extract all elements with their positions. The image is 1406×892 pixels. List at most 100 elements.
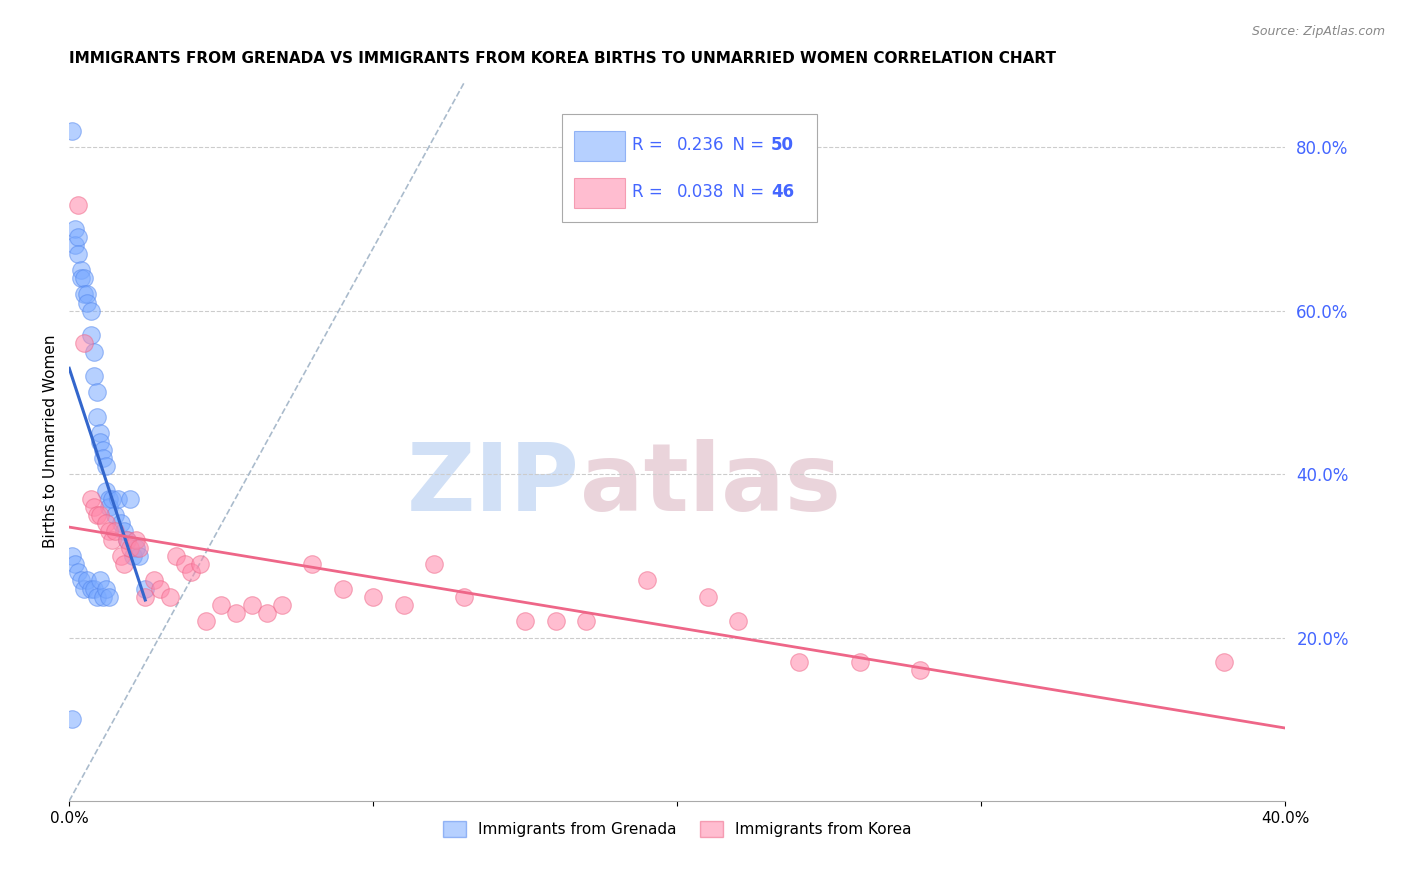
- Point: [256, 606, 278, 620]
- Point: [65, 557, 87, 571]
- Point: [94, 458, 117, 473]
- Point: [575, 614, 598, 628]
- Point: [240, 598, 263, 612]
- Point: [83, 582, 105, 596]
- Point: [101, 533, 124, 547]
- FancyBboxPatch shape: [574, 178, 624, 208]
- Point: [453, 590, 475, 604]
- Text: atlas: atlas: [579, 439, 841, 531]
- Point: [636, 574, 658, 588]
- Point: [91, 590, 114, 604]
- Point: [76, 295, 98, 310]
- Point: [515, 614, 537, 628]
- Point: [143, 574, 166, 588]
- Point: [134, 590, 156, 604]
- Point: [173, 557, 195, 571]
- Point: [544, 614, 567, 628]
- Point: [301, 557, 323, 571]
- Text: 50: 50: [770, 136, 794, 154]
- Point: [696, 590, 718, 604]
- Point: [332, 582, 354, 596]
- Point: [159, 590, 181, 604]
- Point: [180, 565, 202, 579]
- Point: [79, 582, 101, 596]
- Y-axis label: Births to Unmarried Women: Births to Unmarried Women: [44, 334, 58, 549]
- Point: [787, 655, 810, 669]
- Text: 46: 46: [770, 183, 794, 201]
- Point: [115, 533, 138, 547]
- Point: [86, 508, 108, 522]
- FancyBboxPatch shape: [574, 131, 624, 161]
- Point: [73, 287, 96, 301]
- Point: [67, 565, 90, 579]
- Text: IMMIGRANTS FROM GRENADA VS IMMIGRANTS FROM KOREA BIRTHS TO UNMARRIED WOMEN CORRE: IMMIGRANTS FROM GRENADA VS IMMIGRANTS FR…: [69, 51, 1056, 66]
- Point: [848, 655, 870, 669]
- Text: R =: R =: [633, 136, 668, 154]
- Text: 0.236: 0.236: [678, 136, 724, 154]
- Point: [125, 541, 148, 555]
- Point: [165, 549, 187, 563]
- Point: [118, 491, 141, 506]
- Point: [73, 336, 96, 351]
- Point: [128, 549, 150, 563]
- Point: [115, 533, 138, 547]
- Point: [128, 541, 150, 555]
- Point: [271, 598, 294, 612]
- Point: [727, 614, 749, 628]
- Point: [209, 598, 232, 612]
- Point: [67, 246, 90, 260]
- Point: [86, 409, 108, 424]
- Point: [225, 606, 247, 620]
- Point: [83, 500, 105, 514]
- Point: [67, 197, 90, 211]
- Point: [76, 574, 98, 588]
- Point: [134, 582, 156, 596]
- Point: [83, 369, 105, 384]
- Point: [112, 524, 135, 539]
- Legend: Immigrants from Grenada, Immigrants from Korea: Immigrants from Grenada, Immigrants from…: [437, 815, 918, 844]
- Point: [89, 434, 111, 449]
- Text: R =: R =: [633, 183, 668, 201]
- FancyBboxPatch shape: [562, 114, 817, 222]
- Point: [195, 614, 218, 628]
- Point: [70, 263, 93, 277]
- Point: [361, 590, 384, 604]
- Point: [910, 663, 932, 677]
- Point: [104, 524, 127, 539]
- Text: 0.038: 0.038: [678, 183, 724, 201]
- Point: [67, 230, 90, 244]
- Point: [97, 590, 120, 604]
- Text: Source: ZipAtlas.com: Source: ZipAtlas.com: [1251, 25, 1385, 38]
- Point: [94, 516, 117, 531]
- Text: N =: N =: [723, 136, 769, 154]
- Point: [65, 222, 87, 236]
- Point: [79, 491, 101, 506]
- Point: [392, 598, 415, 612]
- Point: [86, 590, 108, 604]
- Point: [423, 557, 446, 571]
- Point: [65, 238, 87, 252]
- Point: [149, 582, 172, 596]
- Point: [101, 491, 124, 506]
- Point: [97, 524, 120, 539]
- Point: [122, 549, 145, 563]
- Point: [118, 541, 141, 555]
- Point: [60, 549, 83, 563]
- Point: [89, 508, 111, 522]
- Point: [89, 426, 111, 441]
- Point: [60, 712, 83, 726]
- Point: [94, 582, 117, 596]
- Point: [1213, 655, 1236, 669]
- Point: [125, 533, 148, 547]
- Point: [79, 328, 101, 343]
- Point: [97, 491, 120, 506]
- Point: [73, 271, 96, 285]
- Point: [70, 574, 93, 588]
- Point: [110, 516, 132, 531]
- Point: [89, 574, 111, 588]
- Point: [91, 442, 114, 457]
- Text: ZIP: ZIP: [408, 439, 579, 531]
- Point: [112, 557, 135, 571]
- Point: [79, 303, 101, 318]
- Point: [70, 271, 93, 285]
